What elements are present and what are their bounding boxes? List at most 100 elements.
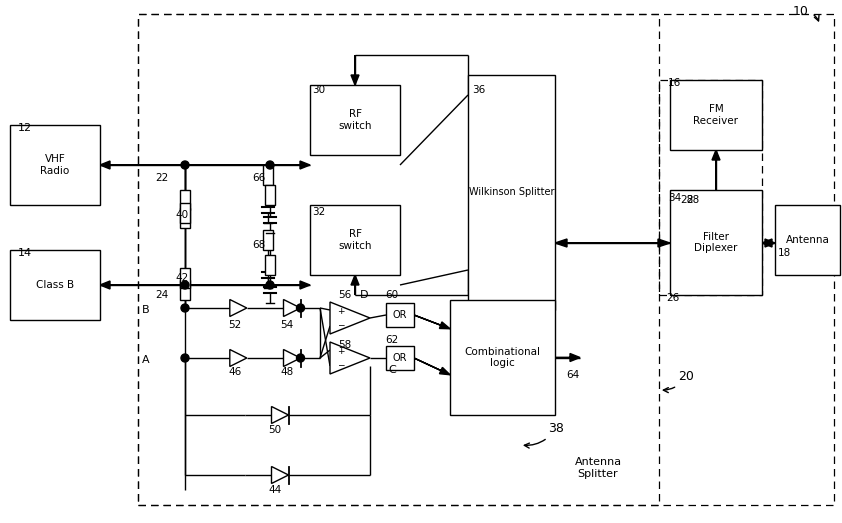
Polygon shape [284,300,301,316]
Text: +: + [338,347,345,356]
Text: 14: 14 [18,248,32,258]
Text: 46: 46 [228,367,242,377]
Text: 30: 30 [312,85,325,95]
Bar [138,14,659,505]
Polygon shape [271,467,289,483]
FancyArrow shape [100,161,185,169]
Text: D: D [360,290,369,300]
Polygon shape [284,349,301,367]
Bar [10,250,100,320]
Bar [265,255,275,275]
Bar [670,190,762,295]
Bar [263,165,273,185]
Text: Antenna
Splitter: Antenna Splitter [574,457,621,479]
Bar [180,203,190,223]
FancyArrow shape [100,281,185,289]
Bar [138,14,834,505]
Circle shape [181,161,189,169]
Text: VHF
Radio: VHF Radio [40,154,70,176]
Bar [775,205,840,275]
Text: 60: 60 [385,290,398,300]
FancyArrow shape [555,239,670,247]
Circle shape [181,354,189,362]
Text: 56: 56 [338,290,351,300]
Text: 10: 10 [793,5,819,21]
Circle shape [296,354,305,362]
Text: RF
switch: RF switch [338,229,372,251]
Text: +: + [338,307,345,316]
Text: 52: 52 [228,320,242,330]
Bar [180,208,190,228]
FancyArrow shape [414,315,450,329]
Text: 32: 32 [312,207,325,217]
Text: 28: 28 [686,195,699,205]
Bar [386,346,414,370]
Polygon shape [330,302,370,334]
Bar [265,185,275,205]
FancyArrow shape [555,239,670,247]
Text: 22: 22 [155,173,168,183]
Polygon shape [271,406,289,424]
Bar [386,303,414,327]
Text: B: B [142,305,150,315]
Circle shape [266,161,274,169]
Circle shape [181,281,189,289]
Text: FM
Receiver: FM Receiver [694,104,738,126]
Bar [310,205,400,275]
Bar [263,230,273,250]
FancyArrow shape [351,275,359,295]
Bar [468,75,555,310]
Text: C: C [388,365,396,375]
Text: 58: 58 [338,340,351,350]
Bar [180,280,190,300]
FancyArrow shape [414,358,450,375]
FancyArrow shape [762,239,775,247]
Circle shape [266,281,274,289]
Text: 20: 20 [663,370,694,393]
Text: 26: 26 [666,293,679,303]
Text: 44: 44 [268,485,281,495]
Text: 48: 48 [280,367,293,377]
Text: −: − [338,320,345,329]
Text: 28: 28 [680,195,693,205]
Text: −: − [338,360,345,369]
Text: 24: 24 [155,290,168,300]
Text: 64: 64 [566,370,579,380]
Text: Filter
Diplexer: Filter Diplexer [695,232,738,253]
Text: A: A [142,355,150,365]
FancyArrow shape [555,354,580,361]
Bar [310,85,400,155]
Text: 34: 34 [668,193,681,203]
Bar [10,125,100,205]
Polygon shape [330,342,370,374]
FancyArrow shape [185,161,310,169]
Polygon shape [230,300,247,316]
FancyArrow shape [762,239,775,247]
Text: 36: 36 [472,85,485,95]
FancyArrow shape [351,55,359,85]
Text: 18: 18 [778,248,791,258]
Circle shape [296,304,305,312]
FancyArrow shape [712,150,720,190]
Text: RF
switch: RF switch [338,109,372,131]
Text: Class B: Class B [36,280,74,290]
Text: Combinational
logic: Combinational logic [465,347,541,368]
Bar [659,80,762,295]
FancyArrow shape [185,281,310,289]
Text: 50: 50 [268,425,281,435]
Circle shape [181,304,189,312]
Text: 16: 16 [668,78,681,88]
Polygon shape [230,349,247,367]
Text: 68: 68 [252,240,265,250]
Bar [670,80,762,150]
Text: 12: 12 [18,123,32,133]
Text: Antenna: Antenna [786,235,829,245]
Text: 42: 42 [175,273,189,283]
Text: Wilkinson Splitter: Wilkinson Splitter [469,188,554,198]
Text: 54: 54 [280,320,293,330]
Text: OR: OR [392,310,408,320]
Text: OR: OR [392,353,408,363]
Text: 66: 66 [252,173,265,183]
Bar [180,190,190,210]
Text: 62: 62 [385,335,398,345]
